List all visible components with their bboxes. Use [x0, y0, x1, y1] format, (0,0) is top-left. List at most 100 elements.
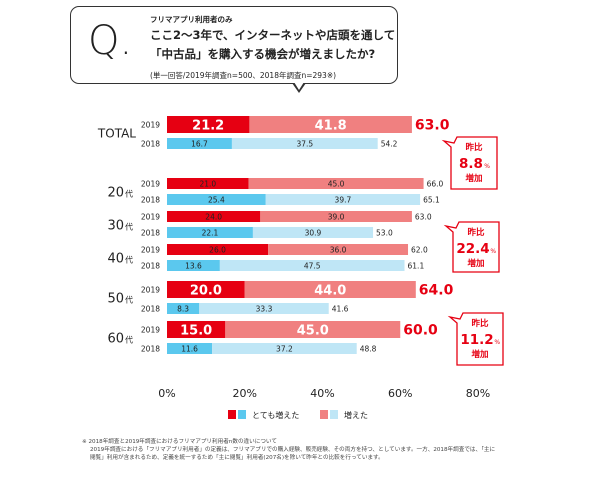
- total-label: 48.8: [360, 345, 377, 354]
- data-label: 45.0: [328, 180, 345, 189]
- bar-segment: [167, 194, 266, 205]
- group-label: TOTAL: [97, 127, 136, 141]
- bar-segment: [167, 303, 200, 314]
- x-tick-label: 80%: [466, 387, 490, 400]
- legend-swatch-inc-2018: [330, 410, 338, 419]
- year-label: 2018: [141, 345, 160, 354]
- question-mark-label: Q.: [88, 18, 133, 64]
- footnote-line-3: 閲覧」利用が含まれるため、定義を統一するため「主に閲覧」利用者(207名)を除い…: [90, 455, 384, 462]
- bar-segment: [268, 244, 409, 255]
- question-subtitle: (単一回答/2019年調査n=500、2018年調査n=293※): [150, 71, 337, 80]
- data-label: 39.0: [328, 213, 345, 222]
- legend-swatch-very-2019: [228, 410, 236, 419]
- data-label: 45.0: [297, 324, 329, 339]
- group-label-suffix: 代: [125, 189, 133, 199]
- data-label: 39.7: [335, 196, 352, 205]
- data-label: 26.0: [209, 246, 226, 255]
- data-label: 33.3: [256, 305, 273, 314]
- data-label: 21.2: [192, 119, 224, 134]
- callout-top: 昨比: [471, 318, 489, 329]
- data-label: 47.5: [304, 262, 321, 271]
- x-tick-label: 0%: [158, 387, 175, 400]
- bar-segment: [260, 211, 412, 222]
- group-label-suffix: 代: [125, 255, 133, 265]
- callout-top: 昨比: [465, 142, 483, 153]
- total-label: 41.6: [332, 305, 349, 314]
- total-label: 62.0: [411, 246, 428, 255]
- bar-segment: [167, 244, 269, 255]
- bar-segment: [244, 281, 416, 298]
- callout-unit: %: [490, 248, 496, 255]
- total-label: 54.2: [381, 140, 398, 149]
- callout-unit: %: [484, 163, 490, 170]
- legend-swatch-inc-2019: [320, 410, 328, 419]
- group-label-suffix: 代: [125, 222, 133, 232]
- legend-label: とても増えた: [252, 410, 299, 420]
- callout-bottom: 増加: [471, 349, 488, 360]
- year-label: 2018: [141, 196, 160, 205]
- group-label: 40: [107, 252, 124, 267]
- footnote-line-1: ※ 2018年調査と2019年調査におけるフリマアプリ利用者n数の違いについて: [82, 439, 277, 445]
- bar-segment: [219, 260, 405, 271]
- year-label: 2018: [141, 305, 160, 314]
- data-label: 21.0: [199, 180, 216, 189]
- group-label: 20: [107, 186, 124, 201]
- total-label: 66.0: [427, 180, 444, 189]
- question-box: [70, 6, 398, 84]
- data-label: 36.0: [330, 246, 347, 255]
- question-line-2: 「中古品」を購入する機会が増えましたか?: [150, 47, 376, 61]
- bar-segment: [225, 321, 401, 338]
- bar-segment: [167, 178, 249, 189]
- callout-bottom: 増加: [465, 173, 482, 184]
- data-label: 22.1: [202, 229, 219, 238]
- callout-value: 8.8: [459, 156, 483, 172]
- year-label: 2018: [141, 140, 160, 149]
- data-label: 44.0: [314, 284, 346, 299]
- year-label: 2018: [141, 229, 160, 238]
- bar-segment: [167, 227, 253, 238]
- callout-value: 11.2: [460, 332, 493, 348]
- callout-bubble: [441, 136, 498, 190]
- total-label: 61.1: [408, 262, 425, 271]
- data-label: 25.4: [208, 196, 225, 205]
- group-label: 50: [107, 292, 124, 307]
- bar-segment: [248, 178, 424, 189]
- bar-segment: [167, 343, 213, 354]
- total-label: 53.0: [376, 229, 393, 238]
- group-label: 30: [107, 219, 124, 234]
- total-label: 63.0: [415, 118, 450, 134]
- year-label: 2019: [141, 213, 160, 222]
- bar-segment: [252, 227, 374, 238]
- data-label: 24.0: [205, 213, 222, 222]
- data-label: 15.0: [180, 324, 212, 339]
- bar-segment: [231, 138, 378, 149]
- bar-segment: [167, 211, 261, 222]
- bar-segment: [167, 321, 226, 338]
- footnote-line-2: 2019年調査における「フリマアプリ利用者」の定義は、フリマアプリでの購入経験、…: [90, 447, 496, 454]
- bar-segment: [167, 138, 232, 149]
- data-label: 30.9: [305, 229, 322, 238]
- bar-segment: [167, 281, 245, 298]
- x-tick-label: 60%: [388, 387, 412, 400]
- total-label: 63.0: [415, 213, 432, 222]
- data-label: 20.0: [190, 284, 222, 299]
- total-label: 65.1: [423, 196, 440, 205]
- x-tick-label: 20%: [233, 387, 257, 400]
- data-label: 41.8: [315, 119, 347, 134]
- question-line-1: ここ2〜3年で、インターネットや店頭を通して: [150, 28, 396, 42]
- data-label: 13.6: [185, 262, 202, 271]
- legend-swatch-very-2018: [238, 410, 246, 419]
- bar-segment: [167, 260, 220, 271]
- callout-unit: %: [494, 339, 500, 346]
- callout-bubble: [443, 221, 500, 273]
- x-tick-label: 40%: [310, 387, 334, 400]
- question-note: フリマアプリ利用者のみ: [150, 15, 233, 24]
- data-label: 37.5: [296, 140, 313, 149]
- bar-segment: [167, 116, 250, 133]
- total-label: 64.0: [419, 283, 454, 299]
- callout-bottom: 増加: [467, 258, 484, 269]
- year-label: 2019: [141, 121, 160, 130]
- callout-value: 22.4: [456, 241, 489, 257]
- year-label: 2019: [141, 180, 160, 189]
